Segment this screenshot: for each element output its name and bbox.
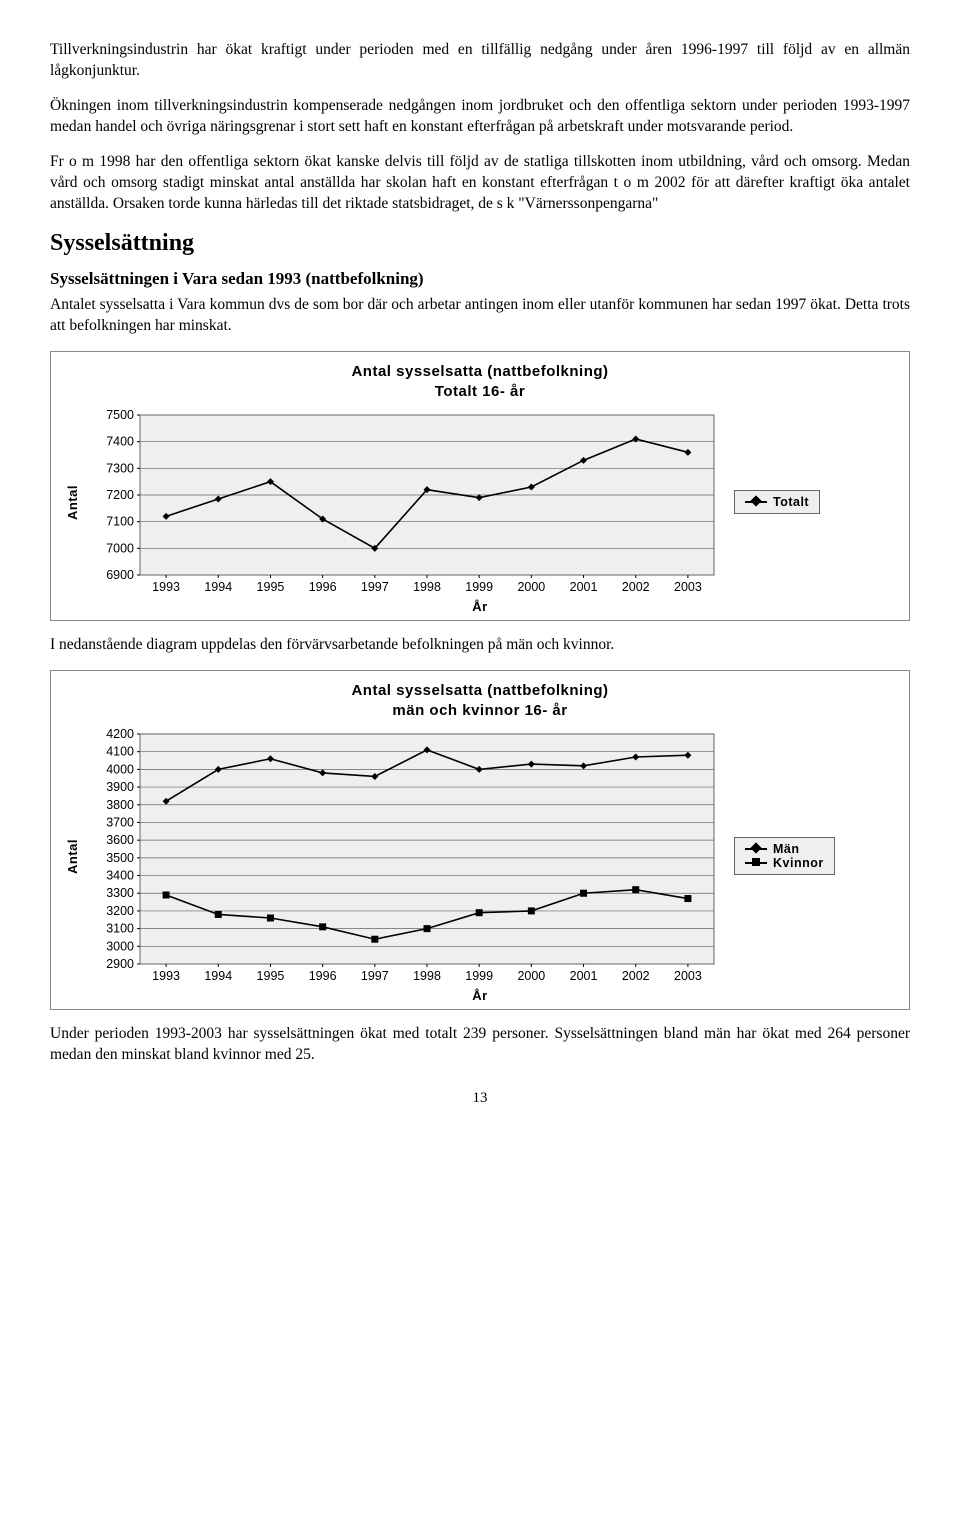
svg-text:6900: 6900 bbox=[106, 568, 134, 582]
chart2-legend-label-kvinnor: Kvinnor bbox=[773, 856, 824, 870]
svg-text:3200: 3200 bbox=[106, 904, 134, 918]
chart2-xlabel: År bbox=[61, 988, 899, 1003]
chart2-legend-item-kvinnor: Kvinnor bbox=[745, 856, 824, 870]
chart2-title: Antal sysselsatta (nattbefolkning) män o… bbox=[61, 681, 899, 720]
chart1-xlabel: År bbox=[61, 599, 899, 614]
svg-text:3700: 3700 bbox=[106, 816, 134, 830]
svg-text:7500: 7500 bbox=[106, 408, 134, 422]
chart-total: Antal sysselsatta (nattbefolkning) Total… bbox=[50, 351, 910, 621]
svg-text:2002: 2002 bbox=[622, 580, 650, 594]
svg-text:3300: 3300 bbox=[106, 886, 134, 900]
svg-text:2002: 2002 bbox=[622, 969, 650, 983]
svg-text:3500: 3500 bbox=[106, 851, 134, 865]
svg-text:3100: 3100 bbox=[106, 922, 134, 936]
svg-text:7400: 7400 bbox=[106, 435, 134, 449]
chart1-title-line2: Totalt 16- år bbox=[435, 383, 525, 400]
svg-text:4000: 4000 bbox=[106, 763, 134, 777]
svg-text:1999: 1999 bbox=[465, 969, 493, 983]
svg-text:2001: 2001 bbox=[570, 580, 598, 594]
svg-text:1999: 1999 bbox=[465, 580, 493, 594]
paragraph-4: Antalet sysselsatta i Vara kommun dvs de… bbox=[50, 295, 910, 337]
chart2-legend-label-man: Män bbox=[773, 842, 800, 856]
svg-text:3600: 3600 bbox=[106, 833, 134, 847]
chart1-title-line1: Antal sysselsatta (nattbefolkning) bbox=[351, 363, 608, 380]
paragraph-3: Fr o m 1998 har den offentliga sektorn ö… bbox=[50, 152, 910, 215]
svg-text:1993: 1993 bbox=[152, 969, 180, 983]
svg-text:1995: 1995 bbox=[257, 580, 285, 594]
svg-text:2900: 2900 bbox=[106, 957, 134, 971]
svg-text:3900: 3900 bbox=[106, 780, 134, 794]
svg-text:2003: 2003 bbox=[674, 969, 702, 983]
chart2-legend-item-man: Män bbox=[745, 842, 824, 856]
svg-text:1995: 1995 bbox=[257, 969, 285, 983]
svg-text:2000: 2000 bbox=[517, 969, 545, 983]
svg-text:4200: 4200 bbox=[106, 727, 134, 741]
diamond-icon bbox=[745, 848, 767, 850]
svg-text:7000: 7000 bbox=[106, 542, 134, 556]
paragraph-1: Tillverkningsindustrin har ökat kraftigt… bbox=[50, 40, 910, 82]
chart1-ylabel: Antal bbox=[61, 485, 84, 520]
square-icon bbox=[745, 862, 767, 864]
svg-text:7100: 7100 bbox=[106, 515, 134, 529]
svg-text:2000: 2000 bbox=[517, 580, 545, 594]
paragraph-2: Ökningen inom tillverkningsindustrin kom… bbox=[50, 96, 910, 138]
svg-text:2001: 2001 bbox=[570, 969, 598, 983]
svg-text:1997: 1997 bbox=[361, 580, 389, 594]
svg-text:4100: 4100 bbox=[106, 745, 134, 759]
svg-text:1994: 1994 bbox=[204, 580, 232, 594]
chart2-title-line2: män och kvinnor 16- år bbox=[392, 702, 567, 719]
chart1-legend: Totalt bbox=[734, 490, 820, 514]
svg-text:2003: 2003 bbox=[674, 580, 702, 594]
svg-text:1996: 1996 bbox=[309, 580, 337, 594]
chart2-ylabel: Antal bbox=[61, 839, 84, 874]
chart1-legend-item-totalt: Totalt bbox=[745, 495, 809, 509]
svg-text:1996: 1996 bbox=[309, 969, 337, 983]
svg-text:3000: 3000 bbox=[106, 940, 134, 954]
svg-text:7200: 7200 bbox=[106, 488, 134, 502]
diamond-icon bbox=[745, 501, 767, 503]
svg-text:1998: 1998 bbox=[413, 580, 441, 594]
chart1-legend-label: Totalt bbox=[773, 495, 809, 509]
svg-text:1993: 1993 bbox=[152, 580, 180, 594]
svg-text:1994: 1994 bbox=[204, 969, 232, 983]
chart2-legend: Män Kvinnor bbox=[734, 837, 835, 875]
subheading-vara-1993: Sysselsättningen i Vara sedan 1993 (natt… bbox=[50, 269, 910, 289]
svg-text:3800: 3800 bbox=[106, 798, 134, 812]
heading-sysselsattning: Sysselsättning bbox=[50, 230, 910, 257]
page-number: 13 bbox=[50, 1090, 910, 1107]
svg-text:7300: 7300 bbox=[106, 462, 134, 476]
chart2-title-line1: Antal sysselsatta (nattbefolkning) bbox=[351, 682, 608, 699]
chart2-plot: 2900 3000 3100 3200 3300 3400 3500 3600 3700 3800… bbox=[84, 726, 724, 986]
paragraph-6: Under perioden 1993-2003 har sysselsättn… bbox=[50, 1024, 910, 1066]
chart1-plot: 6900 7000 7100 7200 7300 7400 7500 1993 1994 1995… bbox=[84, 407, 724, 597]
svg-text:1997: 1997 bbox=[361, 969, 389, 983]
chart-gender: Antal sysselsatta (nattbefolkning) män o… bbox=[50, 670, 910, 1010]
paragraph-5: I nedanstående diagram uppdelas den förv… bbox=[50, 635, 910, 656]
chart1-title: Antal sysselsatta (nattbefolkning) Total… bbox=[61, 362, 899, 401]
svg-text:3400: 3400 bbox=[106, 869, 134, 883]
svg-text:1998: 1998 bbox=[413, 969, 441, 983]
